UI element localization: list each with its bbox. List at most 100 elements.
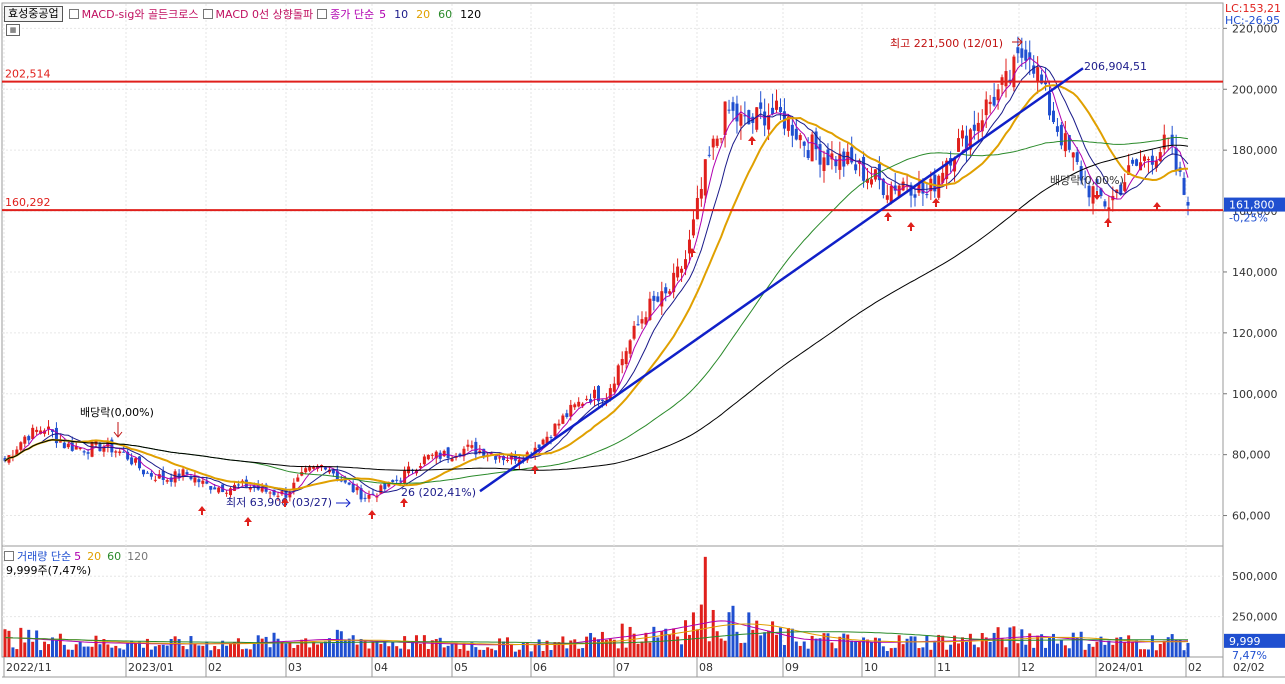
candle-body xyxy=(921,181,925,194)
price-tick-label: 200,000 xyxy=(1232,83,1278,96)
volume-bar xyxy=(221,640,225,657)
candle-body xyxy=(426,454,430,460)
volume-bar xyxy=(644,632,648,657)
candle-body xyxy=(272,489,276,495)
x-tick-label: 03 xyxy=(288,661,302,674)
checkbox-icon[interactable] xyxy=(202,9,213,19)
candle-body xyxy=(1048,93,1052,116)
volume-bar xyxy=(351,635,355,657)
candle-body xyxy=(1142,156,1146,161)
stock-name-box[interactable]: 효성중공업 xyxy=(4,6,63,22)
candle-body xyxy=(1024,49,1028,61)
candle-body xyxy=(458,453,462,457)
candle-body xyxy=(593,389,597,399)
candle-body xyxy=(308,467,312,471)
candle-body xyxy=(913,194,917,198)
volume-bar xyxy=(494,650,498,657)
volume-bar xyxy=(11,647,15,657)
candle-body xyxy=(553,423,557,437)
volume-bar xyxy=(648,642,652,657)
volume-bar xyxy=(846,634,850,657)
candle-body xyxy=(996,89,1000,101)
volume-bar xyxy=(790,628,794,657)
volume-bar xyxy=(1178,639,1182,657)
candle-body xyxy=(755,107,759,130)
volume-bar xyxy=(434,639,438,657)
volume-bar xyxy=(964,642,968,657)
volume-bar xyxy=(185,649,189,657)
volume-bar xyxy=(1158,643,1162,657)
volume-bar xyxy=(1091,646,1095,657)
indicator-macd-zero[interactable]: MACD 0선 상향돌파 xyxy=(215,8,314,21)
candle-body xyxy=(1158,152,1162,162)
volume-bar xyxy=(240,649,244,657)
volume-label[interactable]: 거래량 단순 xyxy=(17,550,72,563)
volume-bar xyxy=(383,641,387,657)
chart-legend: 효성중공업 MACD-sig와 골든크로스 MACD 0선 상향돌파 종가 단순… xyxy=(4,6,483,22)
volume-bar xyxy=(268,647,272,657)
candle-body xyxy=(1146,159,1150,161)
volume-bar xyxy=(561,636,565,657)
volume-bar xyxy=(197,645,201,657)
volume-bar xyxy=(145,638,149,657)
candle-body xyxy=(430,454,434,456)
volume-bar xyxy=(430,640,434,657)
volume-bar xyxy=(1012,626,1016,657)
candle-body xyxy=(699,188,703,199)
table-icon[interactable]: ▦ xyxy=(6,24,20,36)
high-arrow-icon xyxy=(1012,37,1023,47)
volume-bar xyxy=(213,646,217,657)
volume-bar xyxy=(201,645,205,657)
candle-body xyxy=(581,403,585,407)
candle-body xyxy=(399,480,403,482)
checkbox-icon[interactable] xyxy=(68,9,79,19)
candle-body xyxy=(739,114,743,126)
volume-bar xyxy=(719,638,723,657)
indicator-macd-cross[interactable]: MACD-sig와 골든크로스 xyxy=(81,8,199,21)
candle-body xyxy=(517,459,521,464)
volume-bar xyxy=(953,635,957,657)
volume-bar xyxy=(984,637,988,657)
volume-bar xyxy=(505,637,509,657)
candle-body xyxy=(743,115,747,117)
candle-body xyxy=(66,443,70,448)
volume-bar xyxy=(102,639,106,657)
volume-sub-label: 9,999주(7,47%) xyxy=(6,564,92,577)
volume-bar xyxy=(541,651,545,657)
checkbox-icon[interactable] xyxy=(4,551,14,561)
dividend-arrow-icon xyxy=(113,422,123,438)
checkbox-icon[interactable] xyxy=(317,9,328,19)
volume-bar xyxy=(854,641,858,657)
candle-body xyxy=(446,447,450,459)
candle-body xyxy=(684,259,688,270)
volume-bar xyxy=(292,648,296,657)
volume-bar xyxy=(925,635,929,657)
candle-body xyxy=(759,102,763,109)
volume-bar xyxy=(660,631,664,657)
ma-period-10: 10 xyxy=(394,7,409,21)
ma-label[interactable]: 종가 단순 xyxy=(330,8,375,21)
volume-bar xyxy=(169,639,173,657)
candle-body xyxy=(292,482,296,491)
volume-bar xyxy=(316,644,320,657)
candle-body xyxy=(367,495,371,499)
volume-bar xyxy=(94,635,98,657)
volume-bar xyxy=(509,643,513,657)
candle-body xyxy=(474,441,478,455)
volume-bar xyxy=(347,638,351,657)
volume-bar xyxy=(735,631,739,657)
volume-bar xyxy=(612,639,616,657)
candle-body xyxy=(296,477,300,482)
candle-body xyxy=(434,451,438,459)
candle-body xyxy=(1055,126,1059,132)
volume-bar xyxy=(86,646,90,657)
volume-bar xyxy=(533,643,537,657)
candle-body xyxy=(240,480,244,482)
vol-ma-120: 120 xyxy=(127,549,149,563)
volume-bar xyxy=(759,635,763,657)
volume-bar xyxy=(31,641,35,657)
volume-bar xyxy=(1079,631,1083,657)
candle-body xyxy=(1028,52,1032,60)
candle-body xyxy=(316,465,320,469)
